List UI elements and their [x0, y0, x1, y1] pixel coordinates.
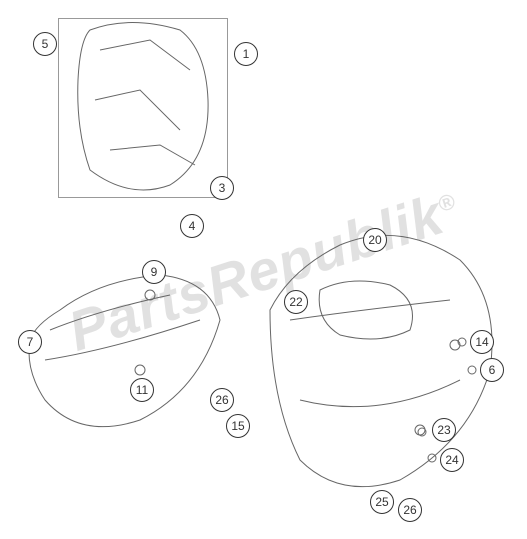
callout-26: 26 [398, 498, 422, 522]
callout-3: 3 [210, 176, 234, 200]
callout-7: 7 [18, 330, 42, 354]
callout-6: 6 [480, 358, 504, 382]
callout-25: 25 [370, 490, 394, 514]
callout-20: 20 [363, 228, 387, 252]
callout-15: 15 [226, 414, 250, 438]
parts-diagram: PartsRepublik® 5134920227146112615232425… [0, 0, 527, 539]
callout-11: 11 [130, 378, 154, 402]
callout-4: 4 [180, 214, 204, 238]
callout-1: 1 [234, 42, 258, 66]
callout-5: 5 [33, 32, 57, 56]
callout-22: 22 [284, 290, 308, 314]
callout-24: 24 [440, 448, 464, 472]
callout-14: 14 [470, 330, 494, 354]
callout-26: 26 [210, 388, 234, 412]
callout-9: 9 [142, 260, 166, 284]
callout-23: 23 [432, 418, 456, 442]
